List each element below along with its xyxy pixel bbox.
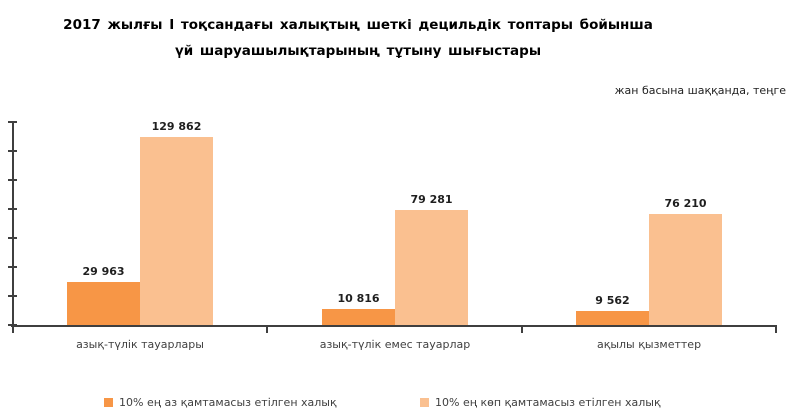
y-tick — [8, 179, 17, 181]
legend-marker-icon — [420, 398, 429, 407]
x-tick — [12, 325, 14, 333]
category-label: азық-түлік емес тауарлар — [319, 338, 471, 351]
y-tick — [8, 121, 17, 123]
legend-item-1: 10% ең аз қамтамасыз етілген халық — [104, 396, 337, 409]
y-tick — [8, 150, 17, 152]
bar-series1-cat3 — [576, 311, 649, 325]
bar-series2-cat2 — [395, 210, 468, 325]
y-tick — [8, 266, 17, 268]
bar-series2-cat3 — [649, 214, 722, 325]
bar-value-label: 9 562 — [595, 294, 630, 307]
bar-series2-cat1 — [140, 137, 213, 325]
bar-value-label: 79 281 — [410, 193, 453, 206]
category-label: ақылы қызметтер — [596, 338, 702, 351]
units-note: жан басына шаққанда, теңге — [614, 84, 786, 97]
y-tick — [8, 295, 17, 297]
bar-value-label: 76 210 — [664, 197, 707, 210]
chart-title-line1: 2017 жылғы I тоқсандағы халықтың шеткі д… — [63, 17, 653, 33]
bar-series1-cat2 — [322, 309, 395, 325]
x-tick — [266, 325, 268, 333]
category-label: азық-түлік тауарлары — [76, 338, 204, 351]
legend-marker-icon — [104, 398, 113, 407]
x-tick — [521, 325, 523, 333]
bar-value-label: 10 816 — [337, 292, 380, 305]
legend-label: 10% ең аз қамтамасыз етілген халық — [119, 396, 337, 409]
bar-value-label: 129 862 — [151, 120, 202, 133]
y-tick — [8, 208, 17, 210]
x-tick — [775, 325, 777, 333]
y-axis — [12, 122, 14, 327]
y-tick — [8, 237, 17, 239]
bar-value-label: 29 963 — [82, 265, 125, 278]
chart-title-line2: үй шаруашылықтарының тұтыну шығыстары — [174, 43, 542, 59]
chart-title: 2017 жылғы I тоқсандағы халықтың шеткі д… — [0, 12, 716, 64]
bar-series1-cat1 — [67, 282, 140, 325]
legend-item-2: 10% ең көп қамтамасыз етілген халық — [420, 396, 661, 409]
x-axis — [11, 325, 777, 327]
legend-label: 10% ең көп қамтамасыз етілген халық — [435, 396, 661, 409]
